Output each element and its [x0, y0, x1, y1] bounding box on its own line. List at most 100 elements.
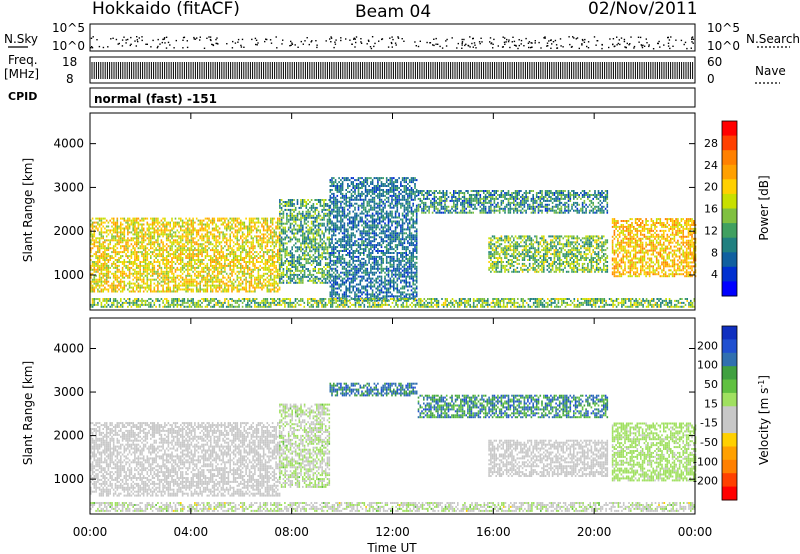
power-cell [106, 239, 108, 241]
power-cell [168, 245, 170, 247]
power-cell [286, 260, 288, 262]
power-cell [102, 269, 104, 271]
power-cell [177, 287, 179, 289]
power-cell [256, 241, 258, 243]
power-cell [141, 220, 143, 222]
power-cell [99, 239, 101, 241]
power-cell [192, 241, 194, 243]
power-cell [104, 283, 106, 285]
power-cell [201, 267, 203, 269]
power-cell [284, 250, 286, 252]
power-cell [281, 238, 283, 240]
nsky-point [481, 41, 482, 42]
power-cell [192, 267, 194, 269]
power-cell [240, 277, 242, 279]
power-cell [164, 273, 166, 275]
power-cell [94, 233, 96, 235]
power-cell [97, 267, 99, 269]
power-cell [293, 205, 295, 207]
power-cell [272, 259, 274, 261]
power-cell [122, 287, 124, 289]
power-cell [290, 274, 292, 276]
power-cell [118, 251, 120, 253]
power-cell [171, 271, 173, 273]
power-cell [300, 258, 302, 260]
power-cell [283, 250, 285, 252]
power-cell [226, 257, 228, 259]
power-cell [175, 241, 177, 243]
power-cell [210, 220, 212, 222]
power-cell [300, 219, 302, 221]
power-cell [104, 257, 106, 259]
power-cell [147, 273, 149, 275]
power-cell [99, 255, 101, 257]
power-cell [196, 218, 198, 220]
nsky-point [232, 47, 233, 48]
power-cell [141, 218, 143, 220]
nsky-point [204, 48, 205, 49]
power-cell [212, 273, 214, 275]
power-cell [251, 237, 253, 239]
power-cell [284, 237, 286, 239]
power-cell [263, 255, 265, 257]
power-cell [242, 251, 244, 253]
power-cell [297, 260, 299, 262]
power-cell [177, 259, 179, 261]
power-cell [192, 239, 194, 241]
power-cell [148, 239, 150, 241]
power-cell [141, 273, 143, 275]
power-cell [191, 263, 193, 265]
power-cell [196, 233, 198, 235]
nsky-point [472, 38, 473, 39]
power-cell [173, 285, 175, 287]
power-cell [143, 279, 145, 281]
power-cell [189, 220, 191, 222]
nsky-point [173, 47, 174, 48]
power-cell [99, 265, 101, 267]
power-cell [274, 245, 276, 247]
nsky-point [355, 42, 356, 43]
power-cell [306, 215, 308, 217]
power-cell [148, 267, 150, 269]
power-cell [106, 253, 108, 255]
power-cell [143, 229, 145, 231]
power-cell [217, 285, 219, 287]
power-cell [249, 257, 251, 259]
power-cell [168, 253, 170, 255]
power-cell [173, 231, 175, 233]
power-cell [205, 289, 207, 291]
power-cell [286, 231, 288, 233]
power-cell [275, 269, 277, 271]
power-cell [150, 237, 152, 239]
power-cell [221, 220, 223, 222]
power-cell [212, 224, 214, 226]
power-cell [306, 227, 308, 229]
nsky-point [646, 42, 647, 43]
power-cell [275, 267, 277, 269]
power-cell [92, 285, 94, 287]
power-cell [245, 285, 247, 287]
power-cell [111, 237, 113, 239]
power-cell [207, 255, 209, 257]
power-cell [221, 273, 223, 275]
power-cell [194, 229, 196, 231]
nsky-strip: N.Sky 10^5 10^0 10^5 10^0 N.Search [4, 21, 800, 53]
power-cell [240, 253, 242, 255]
power-cell [115, 235, 117, 237]
power-cell [175, 271, 177, 273]
power-cell [173, 235, 175, 237]
power-cell [199, 273, 201, 275]
power-cell [109, 243, 111, 245]
power-cell [221, 291, 223, 293]
power-cell [162, 257, 164, 259]
power-cell [254, 226, 256, 228]
power-cell [180, 289, 182, 291]
power-cell [300, 207, 302, 209]
power-cell [136, 259, 138, 261]
nsky-point [169, 44, 170, 45]
nsky-point [291, 42, 292, 43]
power-cell [229, 251, 231, 253]
power-cell [138, 243, 140, 245]
power-cell [102, 277, 104, 279]
power-cell [99, 249, 101, 251]
